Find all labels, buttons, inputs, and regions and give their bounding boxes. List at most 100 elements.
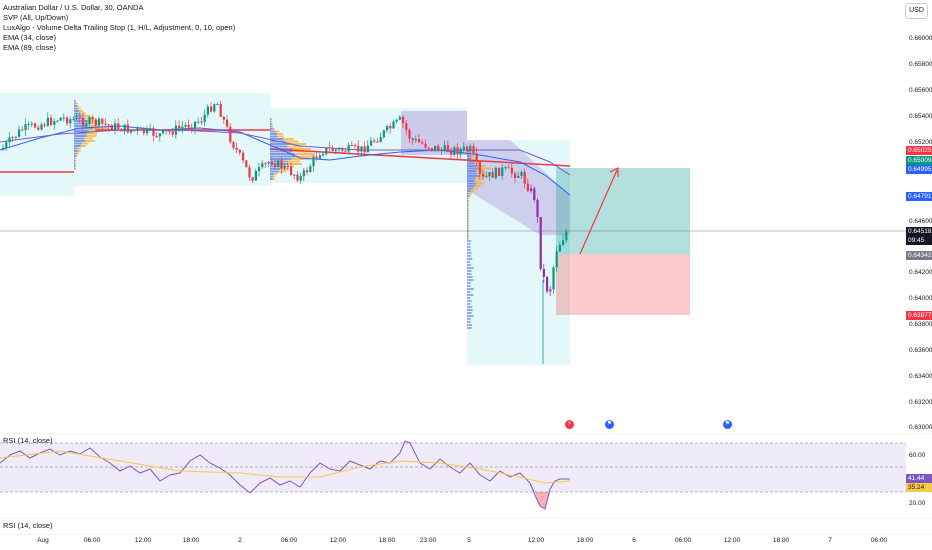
candle-body — [187, 125, 190, 128]
candle-body — [478, 161, 481, 174]
candle-body — [299, 176, 302, 181]
candle-body — [395, 119, 398, 122]
volume-profile-bar-down — [86, 132, 98, 135]
volume-profile-bar-down — [468, 207, 469, 210]
time-label: 2 — [238, 537, 242, 544]
volume-profile-bar-up — [74, 150, 78, 152]
loss-zone[interactable] — [556, 254, 690, 315]
volume-profile-bar-down — [87, 125, 99, 127]
candle-body — [494, 167, 497, 178]
legend-title[interactable]: Australian Dollar / U.S. Dollar, 30, OAN… — [3, 3, 144, 12]
volume-profile-bar-down — [468, 210, 469, 212]
candle-body — [72, 119, 75, 121]
projection-arrow[interactable] — [579, 169, 618, 255]
main-chart-pane[interactable]: Australian Dollar / U.S. Dollar, 30, OAN… — [0, 0, 932, 432]
candle-body — [155, 136, 158, 138]
volume-profile-bar-down — [468, 237, 469, 240]
price-label: 0.63000 — [909, 424, 932, 431]
candle-body — [123, 124, 126, 132]
legend-indicator-ema34[interactable]: EMA (34, close) — [3, 33, 56, 42]
candle-body — [466, 146, 469, 151]
rsi-axis-label: 60.00 — [909, 452, 926, 459]
volume-profile-bar-down — [75, 157, 76, 160]
rsi-pane[interactable]: RSI (14, close) 60.00 20.00 41.44 35.24 — [0, 433, 932, 517]
candle-body — [411, 138, 414, 141]
volume-profile-bar-up — [270, 153, 295, 155]
volume-profile-bar-up — [74, 152, 77, 155]
volume-profile-bar-up — [467, 150, 470, 152]
volume-profile-bar-up — [467, 212, 469, 215]
candle-body — [450, 152, 453, 155]
legend-indicator-luxalgo[interactable]: LuxAlgo - Volume Delta Trailing Stop (1,… — [3, 23, 236, 32]
candle-body — [94, 119, 97, 126]
volume-profile-bar-up — [467, 195, 470, 197]
volume-profile-bar-down — [468, 205, 469, 207]
volume-profile-bar-down — [468, 215, 469, 217]
volume-profile-bar-down — [88, 122, 101, 125]
volume-profile-bar-up — [270, 125, 272, 128]
rsi-band — [0, 443, 906, 492]
candle-body — [459, 149, 462, 155]
candle-body — [562, 240, 565, 246]
legend-indicator-svp[interactable]: SVP (All, Up/Down) — [3, 13, 69, 22]
us-flag-event-icon[interactable]: ⚑ — [723, 420, 732, 429]
candle-body — [30, 123, 33, 125]
volume-profile-bar-up — [467, 162, 475, 165]
candle-body — [325, 147, 328, 154]
rsi-collapsed-legend[interactable]: RSI (14, close) — [3, 521, 53, 530]
volume-profile-bar-down — [470, 155, 475, 157]
candle-body — [357, 145, 360, 152]
volume-profile-bar-up — [270, 130, 276, 133]
price-chart[interactable] — [0, 0, 932, 432]
volume-profile-bar-up — [467, 279, 474, 281]
us-flag-event-icon[interactable]: ⚑ — [605, 420, 614, 429]
candle-body — [523, 171, 526, 184]
candle-body — [558, 245, 561, 252]
candle-body — [146, 128, 149, 134]
time-label: 06:00 — [83, 537, 101, 544]
volume-profile-bar-up — [467, 273, 472, 275]
price-tag-ema: 0.64995 — [906, 165, 932, 174]
volume-profile-bar-down — [271, 118, 272, 120]
volume-profile-bar-up — [467, 297, 471, 299]
volume-profile-bar-up — [467, 217, 469, 220]
rsi-legend[interactable]: RSI (14, close) — [3, 436, 53, 445]
volume-profile-bar-up — [467, 306, 473, 308]
volume-profile-bar-up — [467, 243, 471, 245]
volume-profile-bar-up — [270, 170, 279, 173]
candle-body — [501, 167, 504, 176]
volume-profile-bar-down — [75, 100, 76, 102]
volume-profile-bar-down — [278, 170, 286, 173]
price-label: 0.65400 — [909, 113, 932, 120]
volume-profile-bar-up — [467, 240, 472, 242]
legend-indicator-ema89[interactable]: EMA (89, close) — [3, 43, 56, 52]
candle-body — [402, 117, 405, 124]
volume-profile-bar-down — [295, 155, 317, 158]
volume-profile-bar-up — [467, 180, 475, 182]
volume-profile-bar-down — [468, 197, 469, 200]
price-label: 0.63600 — [909, 347, 932, 354]
time-axis[interactable]: Aug 06:00 12:00 18:00 2 06:00 12:00 18:0… — [0, 534, 932, 550]
volume-profile-bar-up — [467, 155, 471, 157]
price-tag-entry: 0.64342 — [906, 251, 932, 260]
volume-profile-bar-down — [472, 187, 478, 190]
candle-body — [430, 148, 433, 150]
volume-profile-bar-up — [467, 291, 471, 293]
profit-zone[interactable] — [556, 168, 690, 254]
candle-body — [149, 128, 152, 130]
candle-body — [85, 123, 88, 126]
candle-body — [520, 171, 523, 176]
time-label: 12:00 — [723, 537, 741, 544]
rsi-chart[interactable] — [0, 433, 932, 517]
currency-button[interactable]: USD — [905, 3, 928, 19]
candlesticks — [2, 100, 568, 364]
lightning-event-icon[interactable]: ⚡ — [565, 420, 574, 429]
time-label: 12:00 — [329, 537, 347, 544]
candle-body — [302, 170, 305, 177]
volume-profile-bar-down — [85, 140, 95, 142]
rsi-pane-collapsed[interactable]: RSI (14, close) — [0, 518, 932, 534]
volume-profile-bar-up — [270, 145, 288, 148]
volume-profile-bar-down — [75, 160, 76, 162]
candle-body — [168, 131, 171, 133]
candle-body — [482, 173, 485, 177]
